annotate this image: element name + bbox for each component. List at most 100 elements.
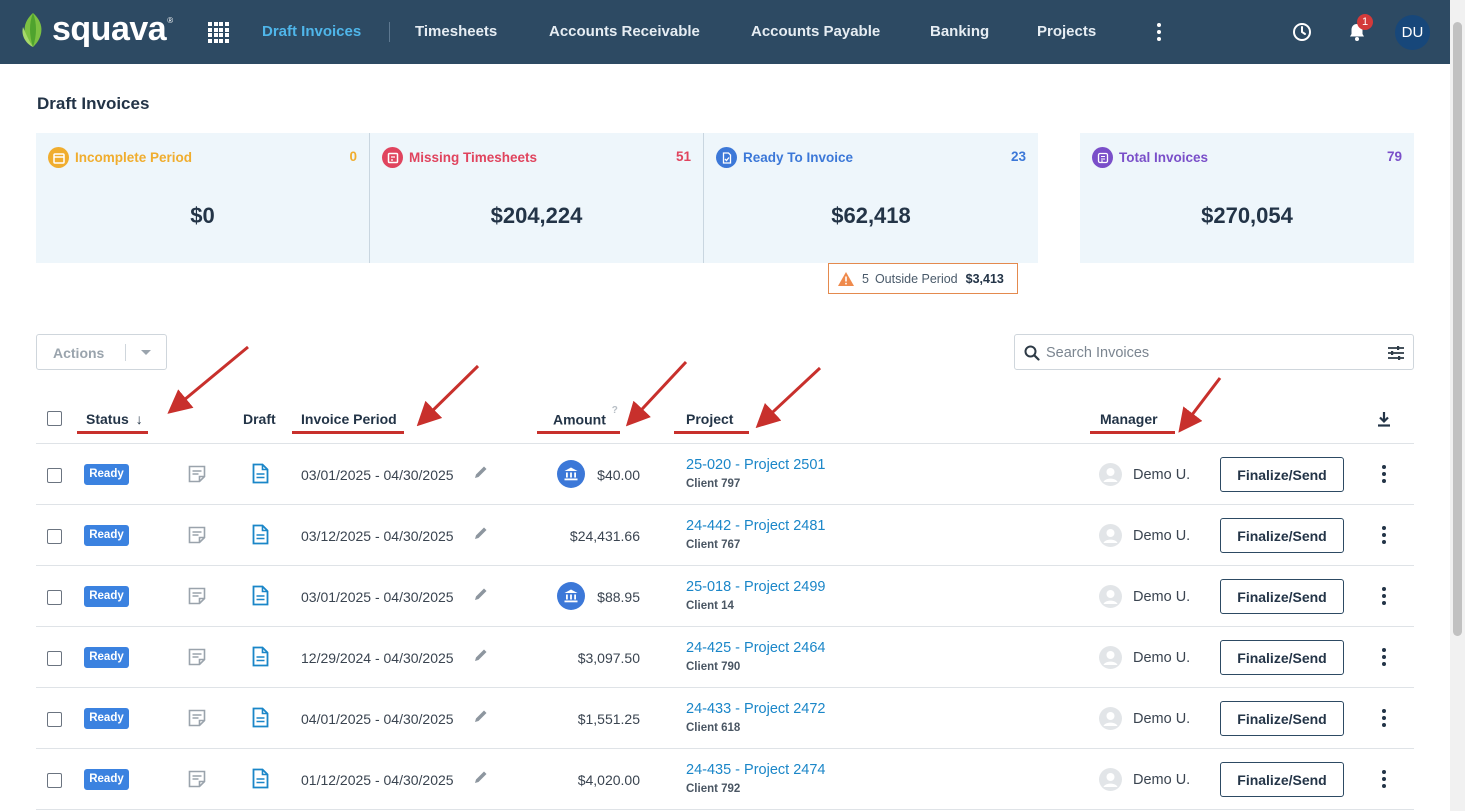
manager-avatar-icon — [1099, 524, 1122, 547]
client-name: Client 792 — [686, 783, 741, 795]
annotation-arrow — [755, 366, 822, 429]
finalize-send-button[interactable]: Finalize/Send — [1220, 457, 1344, 492]
missing-timesheets-label: Missing Timesheets — [409, 150, 538, 165]
search-input[interactable] — [1046, 341, 1376, 365]
nav-accounts-receivable[interactable]: Accounts Receivable — [549, 23, 700, 40]
nav-projects[interactable]: Projects — [1037, 23, 1097, 40]
amount-column-header[interactable]: Amount ? — [553, 405, 618, 428]
finalize-send-button[interactable]: Finalize/Send — [1220, 579, 1344, 614]
nav-accounts-payable[interactable]: Accounts Payable — [751, 23, 881, 40]
chevron-down-icon[interactable] — [141, 350, 151, 355]
project-link[interactable]: 24-442 - Project 2481 — [686, 518, 826, 534]
edit-pencil-icon[interactable] — [473, 708, 489, 724]
incomplete-period-card[interactable]: Incomplete Period 0 $0 — [36, 133, 369, 263]
row-checkbox[interactable] — [47, 773, 62, 788]
edit-pencil-icon[interactable] — [473, 464, 489, 480]
draft-document-icon[interactable] — [252, 463, 269, 484]
scrollbar-thumb[interactable] — [1453, 22, 1462, 636]
finalize-send-button[interactable]: Finalize/Send — [1220, 640, 1344, 675]
bank-icon[interactable] — [557, 460, 585, 488]
outside-period-notice[interactable]: 5 Outside Period $3,413 — [828, 263, 1018, 294]
finalize-send-button[interactable]: Finalize/Send — [1220, 518, 1344, 553]
download-icon[interactable] — [1376, 411, 1392, 428]
note-icon[interactable] — [187, 708, 207, 728]
nav-timesheets[interactable]: Timesheets — [415, 23, 498, 40]
draft-document-icon[interactable] — [252, 707, 269, 728]
user-avatar[interactable]: DU — [1395, 15, 1430, 50]
note-icon[interactable] — [187, 647, 207, 667]
row-more-icon[interactable] — [1381, 587, 1387, 605]
row-checkbox[interactable] — [47, 712, 62, 727]
nav-draft-invoices[interactable]: Draft Invoices — [262, 23, 362, 40]
edit-pencil-icon[interactable] — [473, 586, 489, 602]
status-badge: Ready — [84, 769, 129, 790]
search-icon — [1024, 345, 1040, 361]
edit-pencil-icon[interactable] — [473, 525, 489, 541]
clock-icon[interactable] — [1292, 22, 1312, 42]
row-more-icon[interactable] — [1381, 526, 1387, 544]
project-link[interactable]: 24-435 - Project 2474 — [686, 762, 826, 778]
filter-sliders-icon[interactable] — [1387, 344, 1405, 362]
calendar-icon — [48, 147, 69, 168]
edit-pencil-icon[interactable] — [473, 769, 489, 785]
ready-to-invoice-card[interactable]: Ready To Invoice 23 $62,418 — [704, 133, 1038, 263]
row-checkbox[interactable] — [47, 529, 62, 544]
note-icon[interactable] — [187, 586, 207, 606]
row-more-icon[interactable] — [1381, 709, 1387, 727]
help-icon[interactable]: ? — [611, 405, 618, 416]
annotation-underline — [292, 431, 404, 434]
invoice-amount: $24,431.66 — [569, 528, 640, 544]
invoice-amount: $1,551.25 — [577, 711, 640, 727]
total-invoices-card[interactable]: Total Invoices 79 $270,054 — [1080, 133, 1414, 263]
invoice-period-column-header[interactable]: Invoice Period — [301, 411, 397, 427]
annotation-underline — [674, 431, 749, 434]
row-checkbox[interactable] — [47, 468, 62, 483]
note-icon[interactable] — [187, 769, 207, 789]
total-invoices-amount: $270,054 — [1201, 203, 1293, 228]
ready-to-invoice-count: 23 — [1010, 149, 1026, 164]
manager-name: Demo U. — [1133, 772, 1191, 788]
finalize-send-button[interactable]: Finalize/Send — [1220, 762, 1344, 797]
project-link[interactable]: 25-018 - Project 2499 — [686, 579, 826, 595]
squava-logo[interactable]: squava ® — [20, 10, 173, 49]
note-icon[interactable] — [187, 464, 207, 484]
invoice-amount: $3,097.50 — [577, 650, 640, 666]
missing-timesheets-card[interactable]: Missing Timesheets 51 $204,224 — [370, 133, 703, 263]
incomplete-period-count: 0 — [349, 149, 357, 164]
edit-pencil-icon[interactable] — [473, 647, 489, 663]
ready-to-invoice-label: Ready To Invoice — [743, 150, 854, 165]
draft-column-header: Draft — [243, 411, 276, 427]
apps-grid-icon[interactable] — [208, 22, 229, 43]
note-icon[interactable] — [187, 525, 207, 545]
row-more-icon[interactable] — [1381, 770, 1387, 788]
manager-column-header[interactable]: Manager — [1100, 411, 1158, 427]
draft-document-icon[interactable] — [252, 646, 269, 667]
client-name: Client 767 — [686, 539, 741, 551]
row-checkbox[interactable] — [47, 590, 62, 605]
finalize-send-button[interactable]: Finalize/Send — [1220, 701, 1344, 736]
invoice-period: 03/12/2025 - 04/30/2025 — [301, 528, 454, 544]
project-link[interactable]: 24-425 - Project 2464 — [686, 640, 826, 656]
project-column-header[interactable]: Project — [686, 411, 734, 427]
invoice-period: 03/01/2025 - 04/30/2025 — [301, 467, 454, 483]
client-name: Client 618 — [686, 722, 741, 734]
bank-icon[interactable] — [557, 582, 585, 610]
draft-document-icon[interactable] — [252, 524, 269, 545]
manager-name: Demo U. — [1133, 467, 1191, 483]
row-checkbox[interactable] — [47, 651, 62, 666]
manager-name: Demo U. — [1133, 589, 1191, 605]
sort-descending-icon[interactable]: ↓ — [135, 411, 143, 427]
row-more-icon[interactable] — [1381, 648, 1387, 666]
draft-document-icon[interactable] — [252, 585, 269, 606]
more-vertical-icon[interactable] — [1156, 23, 1162, 41]
status-column-header[interactable]: Status ↓ — [86, 411, 143, 427]
project-link[interactable]: 24-433 - Project 2472 — [686, 701, 826, 717]
missing-timesheets-count: 51 — [675, 149, 691, 164]
outside-period-amount: $3,413 — [965, 271, 1004, 286]
draft-document-icon[interactable] — [252, 768, 269, 789]
nav-banking[interactable]: Banking — [930, 23, 990, 40]
project-link[interactable]: 25-020 - Project 2501 — [686, 457, 826, 473]
select-all-checkbox[interactable] — [47, 411, 62, 426]
row-more-icon[interactable] — [1381, 465, 1387, 483]
actions-dropdown[interactable]: Actions — [36, 334, 167, 370]
